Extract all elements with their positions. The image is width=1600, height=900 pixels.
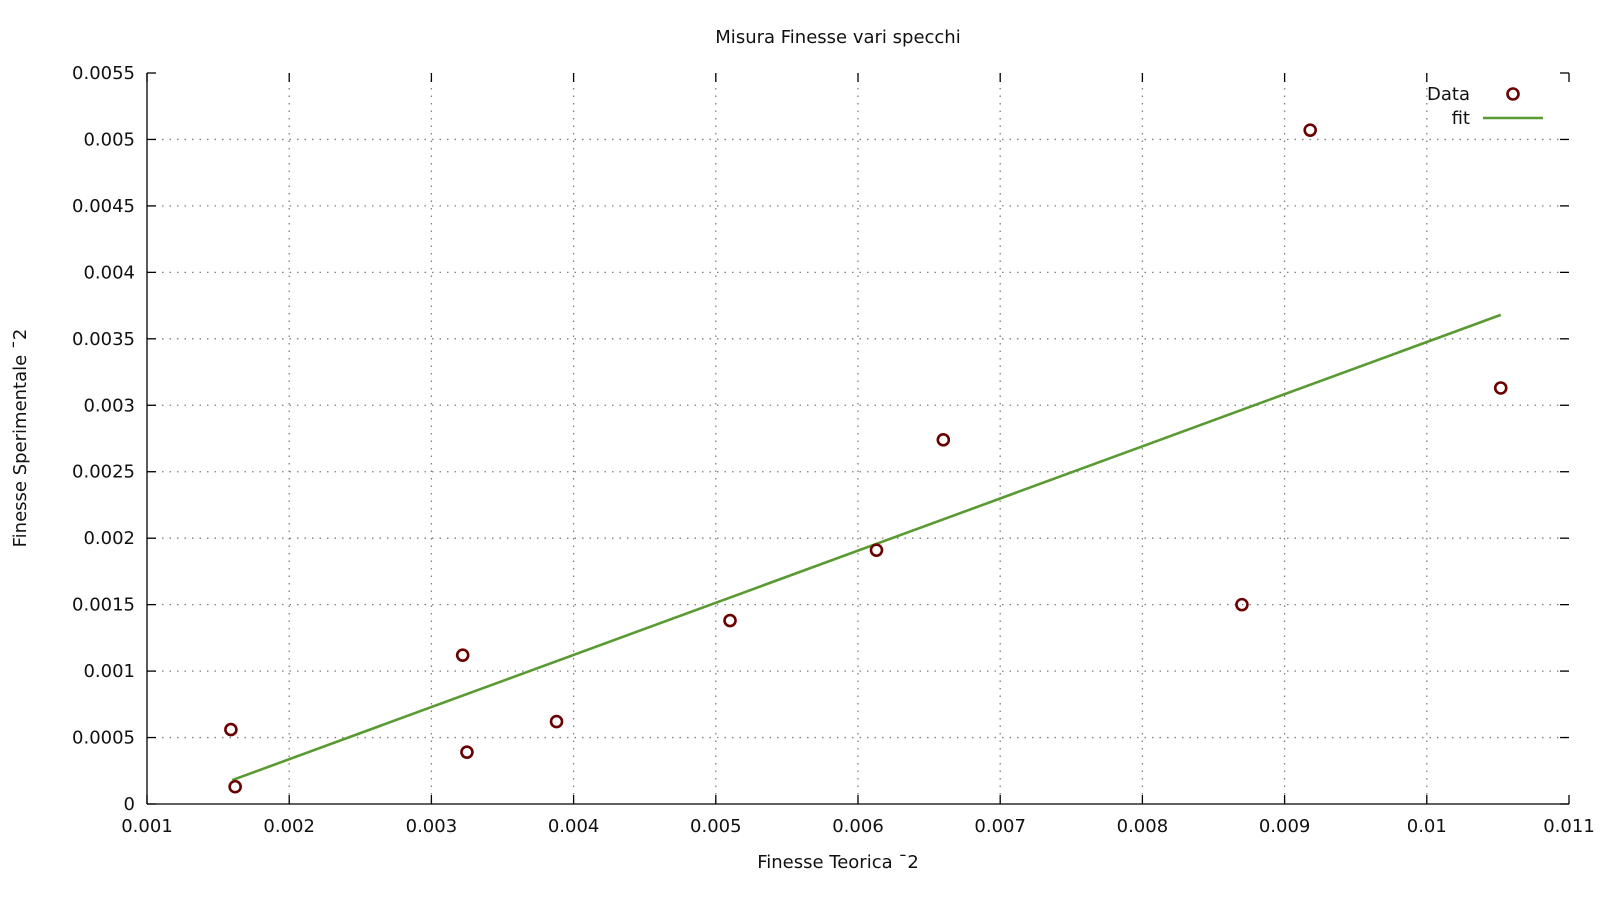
chart-title: Misura Finesse vari specchi [715, 27, 960, 48]
data-point [460, 745, 474, 759]
data-point [936, 433, 951, 447]
legend-marker-data [1506, 87, 1520, 101]
points-layer [224, 123, 1508, 794]
x-tick-label: 0.009 [1259, 816, 1311, 837]
x-axis-label: Finesse Teorica ¯2 [757, 852, 919, 873]
legend-label-fit: fit [1452, 108, 1470, 129]
x-tick-label: 0.011 [1543, 816, 1595, 837]
axis-layer: 0.001 0.002 0.003 0.004 0.005 0.006 0.007 0.008… [72, 63, 1595, 837]
data-point [455, 648, 470, 662]
y-tick-label: 0.0045 [72, 196, 135, 217]
x-tick-label: 0.006 [832, 816, 884, 837]
data-point [1303, 123, 1317, 137]
y-tick-label: 0.0005 [72, 728, 135, 749]
legend: Data fit [1427, 84, 1543, 129]
x-tick-label: 0.01 [1407, 816, 1447, 837]
y-tick-label: 0.0035 [72, 329, 135, 350]
y-tick-label: 0.001 [83, 661, 135, 682]
x-tick-label: 0.004 [548, 816, 600, 837]
data-point [224, 722, 238, 737]
data-point [549, 714, 564, 729]
y-tick-label: 0 [124, 794, 135, 815]
fit-layer [231, 313, 1502, 782]
x-tick-label: 0.008 [1117, 816, 1169, 837]
y-tick-label: 0.003 [83, 395, 135, 416]
y-tick-label: 0.002 [83, 528, 135, 549]
fit-line [231, 313, 1502, 782]
data-point [723, 613, 737, 628]
x-tick-label: 0.005 [690, 816, 742, 837]
data-point [869, 543, 884, 557]
x-tick-label: 0.003 [406, 816, 458, 837]
y-axis-label: Finesse Sperimentale ¯2 [10, 329, 31, 548]
data-point [1493, 381, 1508, 395]
x-tick-label: 0.007 [974, 816, 1026, 837]
y-tick-label: 0.005 [83, 129, 135, 150]
x-tick-label: 0.002 [263, 816, 315, 837]
y-tick-label: 0.0015 [72, 595, 135, 616]
data-point [228, 779, 242, 794]
grid-layer [147, 73, 1569, 804]
y-tick-label: 0.0055 [72, 63, 135, 84]
y-tick-label: 0.004 [83, 262, 135, 283]
data-point [1235, 597, 1249, 612]
x-tick-label: 0.001 [121, 816, 173, 837]
legend-label-data: Data [1427, 84, 1470, 105]
y-tick-label: 0.0025 [72, 462, 135, 483]
